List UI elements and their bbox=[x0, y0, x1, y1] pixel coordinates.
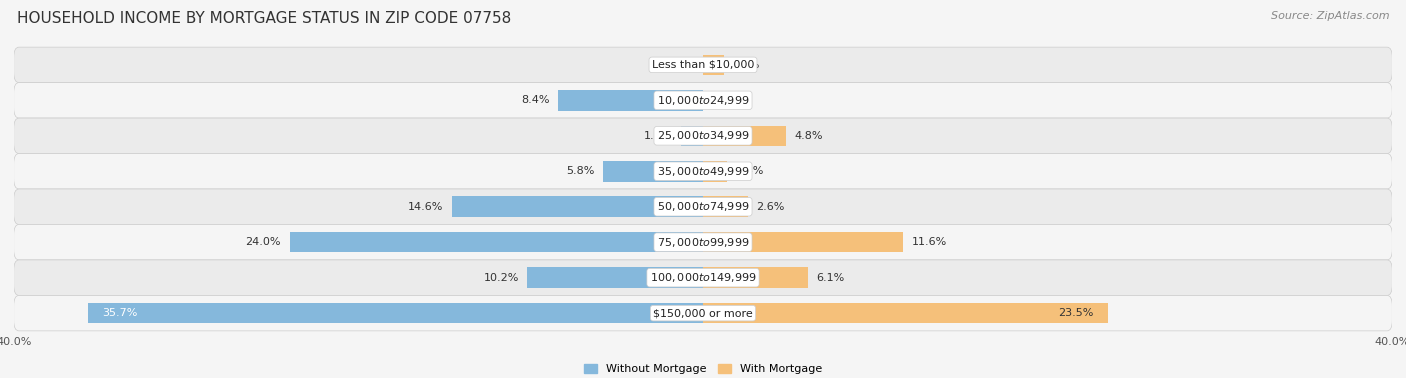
Bar bbox=[681, 125, 703, 146]
Text: 23.5%: 23.5% bbox=[1059, 308, 1094, 318]
FancyBboxPatch shape bbox=[14, 153, 1392, 189]
Bar bbox=[703, 232, 903, 253]
Text: $100,000 to $149,999: $100,000 to $149,999 bbox=[650, 271, 756, 284]
FancyBboxPatch shape bbox=[14, 225, 1392, 260]
Bar bbox=[703, 303, 1108, 324]
Bar bbox=[451, 197, 703, 217]
FancyBboxPatch shape bbox=[14, 83, 1392, 118]
Text: $150,000 or more: $150,000 or more bbox=[654, 308, 752, 318]
Text: $50,000 to $74,999: $50,000 to $74,999 bbox=[657, 200, 749, 213]
FancyBboxPatch shape bbox=[14, 260, 1392, 295]
Bar bbox=[603, 161, 703, 181]
Bar bbox=[703, 54, 724, 75]
Text: 6.1%: 6.1% bbox=[817, 273, 845, 283]
Text: 5.8%: 5.8% bbox=[567, 166, 595, 176]
Text: 10.2%: 10.2% bbox=[484, 273, 519, 283]
Text: HOUSEHOLD INCOME BY MORTGAGE STATUS IN ZIP CODE 07758: HOUSEHOLD INCOME BY MORTGAGE STATUS IN Z… bbox=[17, 11, 512, 26]
Text: $25,000 to $34,999: $25,000 to $34,999 bbox=[657, 129, 749, 142]
Text: 1.3%: 1.3% bbox=[644, 131, 672, 141]
Text: 4.8%: 4.8% bbox=[794, 131, 823, 141]
Text: $10,000 to $24,999: $10,000 to $24,999 bbox=[657, 94, 749, 107]
Text: Source: ZipAtlas.com: Source: ZipAtlas.com bbox=[1271, 11, 1389, 21]
Text: 24.0%: 24.0% bbox=[246, 237, 281, 247]
Text: 11.6%: 11.6% bbox=[911, 237, 946, 247]
Bar bbox=[527, 267, 703, 288]
Text: 1.2%: 1.2% bbox=[733, 60, 761, 70]
FancyBboxPatch shape bbox=[14, 47, 1392, 83]
Bar bbox=[703, 267, 808, 288]
Text: 14.6%: 14.6% bbox=[408, 202, 443, 212]
Text: 0.0%: 0.0% bbox=[666, 60, 695, 70]
Text: 35.7%: 35.7% bbox=[101, 308, 138, 318]
Bar bbox=[89, 303, 703, 324]
Text: Less than $10,000: Less than $10,000 bbox=[652, 60, 754, 70]
Bar bbox=[703, 125, 786, 146]
Legend: Without Mortgage, With Mortgage: Without Mortgage, With Mortgage bbox=[579, 359, 827, 378]
Bar bbox=[703, 161, 727, 181]
FancyBboxPatch shape bbox=[14, 295, 1392, 331]
Bar bbox=[703, 197, 748, 217]
FancyBboxPatch shape bbox=[14, 118, 1392, 153]
Bar bbox=[290, 232, 703, 253]
Text: 2.6%: 2.6% bbox=[756, 202, 785, 212]
Text: $75,000 to $99,999: $75,000 to $99,999 bbox=[657, 236, 749, 249]
FancyBboxPatch shape bbox=[14, 189, 1392, 225]
Text: 0.0%: 0.0% bbox=[711, 95, 740, 105]
Bar bbox=[558, 90, 703, 111]
Text: 8.4%: 8.4% bbox=[522, 95, 550, 105]
Text: 1.4%: 1.4% bbox=[735, 166, 763, 176]
Text: $35,000 to $49,999: $35,000 to $49,999 bbox=[657, 165, 749, 178]
